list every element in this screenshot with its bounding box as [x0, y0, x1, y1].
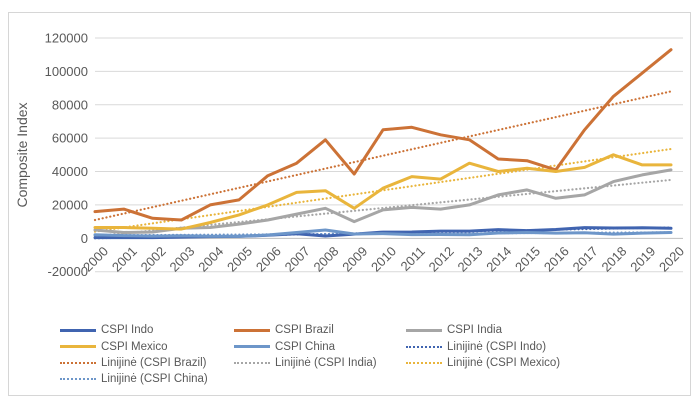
- x-tick-label: 2008: [310, 244, 341, 275]
- x-tick-label: 2015: [512, 244, 543, 275]
- series-line-cspi-brazil: [93, 48, 673, 222]
- x-tick-label: 2004: [195, 244, 226, 275]
- legend-item-cspi-mexico: CSPI Mexico: [60, 341, 234, 353]
- legend-line-sample: [60, 361, 96, 364]
- trendline-linijin-cspi-brazil: [93, 90, 673, 222]
- legend-item-trend-india: Linijinė (CSPI India): [234, 357, 406, 369]
- y-tick-label: 100000: [45, 64, 88, 79]
- series-line-cspi-mexico: [93, 153, 673, 231]
- x-tick-label: 2003: [166, 244, 197, 275]
- y-tick-label: -20000: [48, 264, 88, 279]
- legend-line-sample: [60, 378, 96, 381]
- x-tick-label: 2014: [483, 244, 514, 275]
- trendline-linijin-cspi-mexico: [93, 147, 673, 233]
- legend-item-trend-china: Linijinė (CSPI China): [60, 373, 234, 385]
- legend-item-cspi-brazil: CSPI Brazil: [234, 324, 406, 336]
- y-tick-label: 20000: [52, 197, 88, 212]
- legend-label: Linijinė (CSPI Mexico): [447, 356, 561, 369]
- legend-line-sample: [234, 361, 270, 364]
- legend-item-cspi-indo: CSPI Indo: [60, 324, 234, 336]
- x-tick-label: 2007: [282, 244, 313, 275]
- legend-line-sample: [406, 361, 442, 364]
- x-tick-label: 2002: [138, 244, 169, 275]
- legend-line-sample: [406, 345, 442, 348]
- y-tick-label: 80000: [52, 97, 88, 112]
- legend-line-sample: [60, 345, 96, 349]
- legend: CSPI Indo CSPI Brazil CSPI India CSPI Me…: [60, 322, 560, 388]
- legend-line-sample: [234, 345, 270, 349]
- x-tick-label: 2005: [224, 244, 255, 275]
- x-tick-label: 2017: [570, 244, 601, 275]
- x-tick-label: 2016: [541, 244, 572, 275]
- x-tick-label: 2018: [598, 244, 629, 275]
- legend-line-sample: [234, 328, 270, 332]
- x-tick-label: 2009: [339, 244, 370, 275]
- y-tick-label: 120000: [45, 31, 88, 46]
- x-tick-label: 2006: [253, 244, 284, 275]
- x-tick-label: 2001: [109, 244, 140, 275]
- x-tick-label: 2019: [627, 244, 658, 275]
- legend-item-trend-indo: Linijinė (CSPI Indo): [406, 341, 560, 353]
- legend-item-trend-brazil: Linijinė (CSPI Brazil): [60, 357, 234, 369]
- x-tick-label: 2011: [398, 244, 428, 274]
- x-tick-label: 2000: [80, 244, 111, 275]
- legend-item-cspi-india: CSPI India: [406, 324, 560, 336]
- y-tick-label: 40000: [52, 164, 88, 179]
- x-tick-label: 2020: [656, 244, 687, 275]
- x-tick-label: 2013: [454, 244, 485, 275]
- y-tick-label: 60000: [52, 131, 88, 146]
- legend-item-trend-mexico: Linijinė (CSPI Mexico): [406, 357, 560, 369]
- legend-label: Linijinė (CSPI China): [101, 373, 208, 386]
- legend-item-cspi-china: CSPI China: [234, 341, 406, 353]
- legend-label: CSPI China: [275, 340, 336, 353]
- legend-label: CSPI India: [447, 324, 502, 337]
- legend-label: Linijinė (CSPI Indo): [447, 340, 547, 353]
- legend-label: CSPI Indo: [101, 324, 154, 337]
- legend-label: Linijinė (CSPI Brazil): [101, 356, 207, 369]
- legend-label: Linijinė (CSPI India): [275, 356, 377, 369]
- x-tick-label: 2010: [368, 244, 399, 275]
- x-tick-label: 2012: [426, 244, 457, 275]
- legend-label: CSPI Mexico: [101, 340, 168, 353]
- y-tick-label: 0: [81, 231, 88, 246]
- legend-label: CSPI Brazil: [275, 324, 334, 337]
- legend-line-sample: [406, 328, 442, 332]
- series-line-cspi-china: [93, 228, 673, 238]
- legend-line-sample: [60, 328, 96, 332]
- series-line-cspi-india: [93, 168, 673, 234]
